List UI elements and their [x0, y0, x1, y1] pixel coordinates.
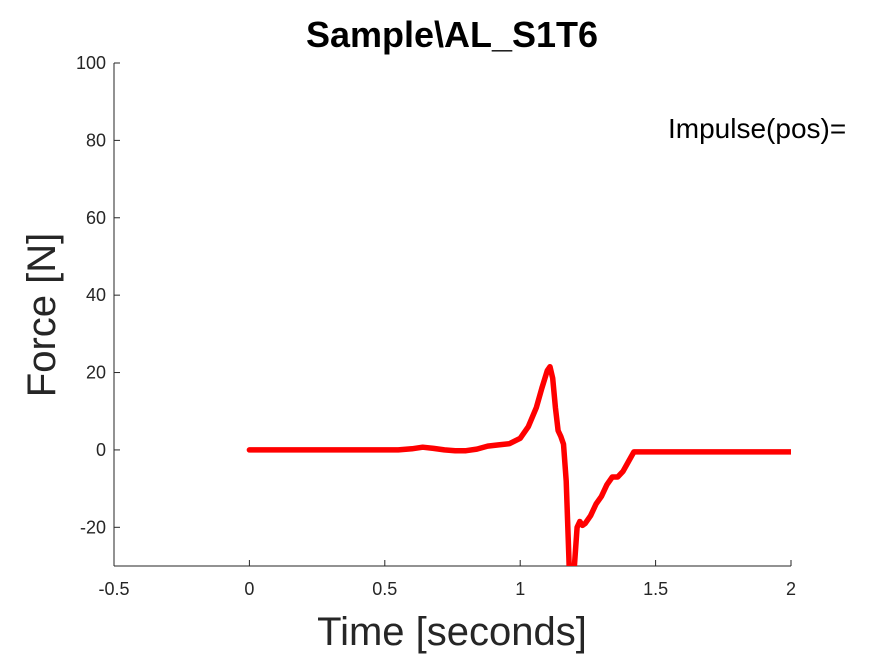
y-tick-label: 60 — [86, 208, 106, 228]
y-tick-label: 0 — [96, 440, 106, 460]
y-tick-label: 40 — [86, 285, 106, 305]
x-tick-label: -0.5 — [98, 579, 129, 599]
x-tick-label: 1.5 — [643, 579, 668, 599]
x-tick-label: 1 — [515, 579, 525, 599]
y-tick-label: -20 — [80, 517, 106, 537]
y-axis-ticks: -20 0 20 40 60 80 100 — [76, 53, 120, 537]
y-axis-label: Force [N] — [20, 233, 64, 397]
x-axis-ticks: -0.5 0 0.5 1 1.5 2 — [98, 560, 796, 599]
x-axis-label: Time [seconds] — [317, 610, 587, 654]
force-series-line — [246, 363, 791, 566]
x-tick-label: 0 — [244, 579, 254, 599]
plot-area — [246, 363, 791, 566]
y-tick-label: 20 — [86, 363, 106, 383]
y-tick-label: 100 — [76, 53, 106, 73]
impulse-annotation: Impulse(pos)= — [668, 113, 846, 144]
x-tick-label: 2 — [786, 579, 796, 599]
x-tick-label: 0.5 — [372, 579, 397, 599]
chart-title: Sample\AL_S1T6 — [306, 14, 598, 55]
y-tick-label: 80 — [86, 130, 106, 150]
